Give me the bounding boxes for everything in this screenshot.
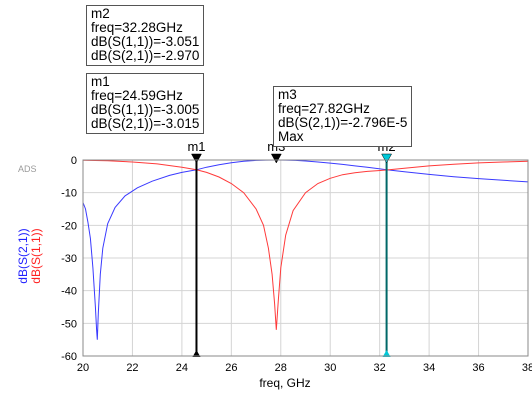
y-tick-label: -60 <box>61 351 77 363</box>
marker-top-triangle-m1 <box>191 153 202 164</box>
marker-label-m1: m1 <box>187 139 205 154</box>
marker-readout-line: dB(S(1,1))=-3.051 <box>91 34 200 49</box>
marker-readout-title: m2 <box>91 6 110 21</box>
x-tick-label: 38 <box>522 362 532 374</box>
marker-readout-line: Max <box>278 129 304 144</box>
series-line-s11 <box>82 159 529 330</box>
x-tick-label: 32 <box>374 362 386 374</box>
marker-top-triangle-m3 <box>270 153 282 164</box>
marker-readout-m1[interactable]: m1 freq=24.59GHz dB(S(1,1))=-3.005 dB(S(… <box>86 73 205 134</box>
x-tick-label: 36 <box>472 362 484 374</box>
tick-layer: 20 22 24 26 28 30 32 34 36 38 0 -10 -20 -30 -40 -50 -60 <box>61 155 532 374</box>
marker-bottom-triangle-m1 <box>192 350 201 357</box>
y-tick-label: 0 <box>71 155 77 167</box>
marker-readout-line: freq=32.28GHz <box>91 20 183 35</box>
marker-readout-line: dB(S(2,1))=-2.796E-5 <box>278 115 408 130</box>
y-tick-label: -50 <box>61 318 77 330</box>
x-axis-label: freq, GHz <box>259 376 311 390</box>
y-tick-label: -10 <box>61 188 77 200</box>
y-tick-label: -30 <box>61 253 77 265</box>
marker-bottom-triangle-m2 <box>382 350 391 357</box>
marker-readout-line: dB(S(2,1))=-2.970 <box>91 48 200 63</box>
x-tick-label: 28 <box>275 362 287 374</box>
y-tick-label: -40 <box>61 286 77 298</box>
marker-readout-m3[interactable]: m3 freq=27.82GHz dB(S(2,1))=-2.796E-5 Ma… <box>273 86 413 147</box>
x-tick-label: 34 <box>423 362 435 374</box>
marker-readout-m2[interactable]: m2 freq=32.28GHz dB(S(1,1))=-3.051 dB(S(… <box>86 5 205 66</box>
plot-frame <box>82 159 529 357</box>
marker-top-triangle-m2 <box>381 153 393 164</box>
y-axis-label-s21: dB(S(2,1)) <box>16 228 30 284</box>
series-line-s21 <box>82 159 529 340</box>
series-layer <box>82 159 529 340</box>
y-axis-label-s11: dB(S(1,1)) <box>29 228 43 284</box>
ads-brand-label: ADS <box>18 164 37 174</box>
marker-readout-line: freq=24.59GHz <box>91 88 183 103</box>
grid-layer <box>82 159 529 357</box>
y-tick-label: -20 <box>61 220 77 232</box>
marker-readout-title: m1 <box>91 74 110 89</box>
marker-readout-title: m3 <box>278 87 297 102</box>
marker-readout-line: freq=27.82GHz <box>278 101 370 116</box>
x-tick-label: 26 <box>225 362 237 374</box>
x-tick-label: 20 <box>77 362 89 374</box>
x-tick-label: 30 <box>324 362 336 374</box>
marker-readout-line: dB(S(2,1))=-3.015 <box>91 116 200 131</box>
x-tick-label: 24 <box>176 362 188 374</box>
x-tick-label: 22 <box>126 362 138 374</box>
marker-readout-line: dB(S(1,1))=-3.005 <box>91 102 200 117</box>
